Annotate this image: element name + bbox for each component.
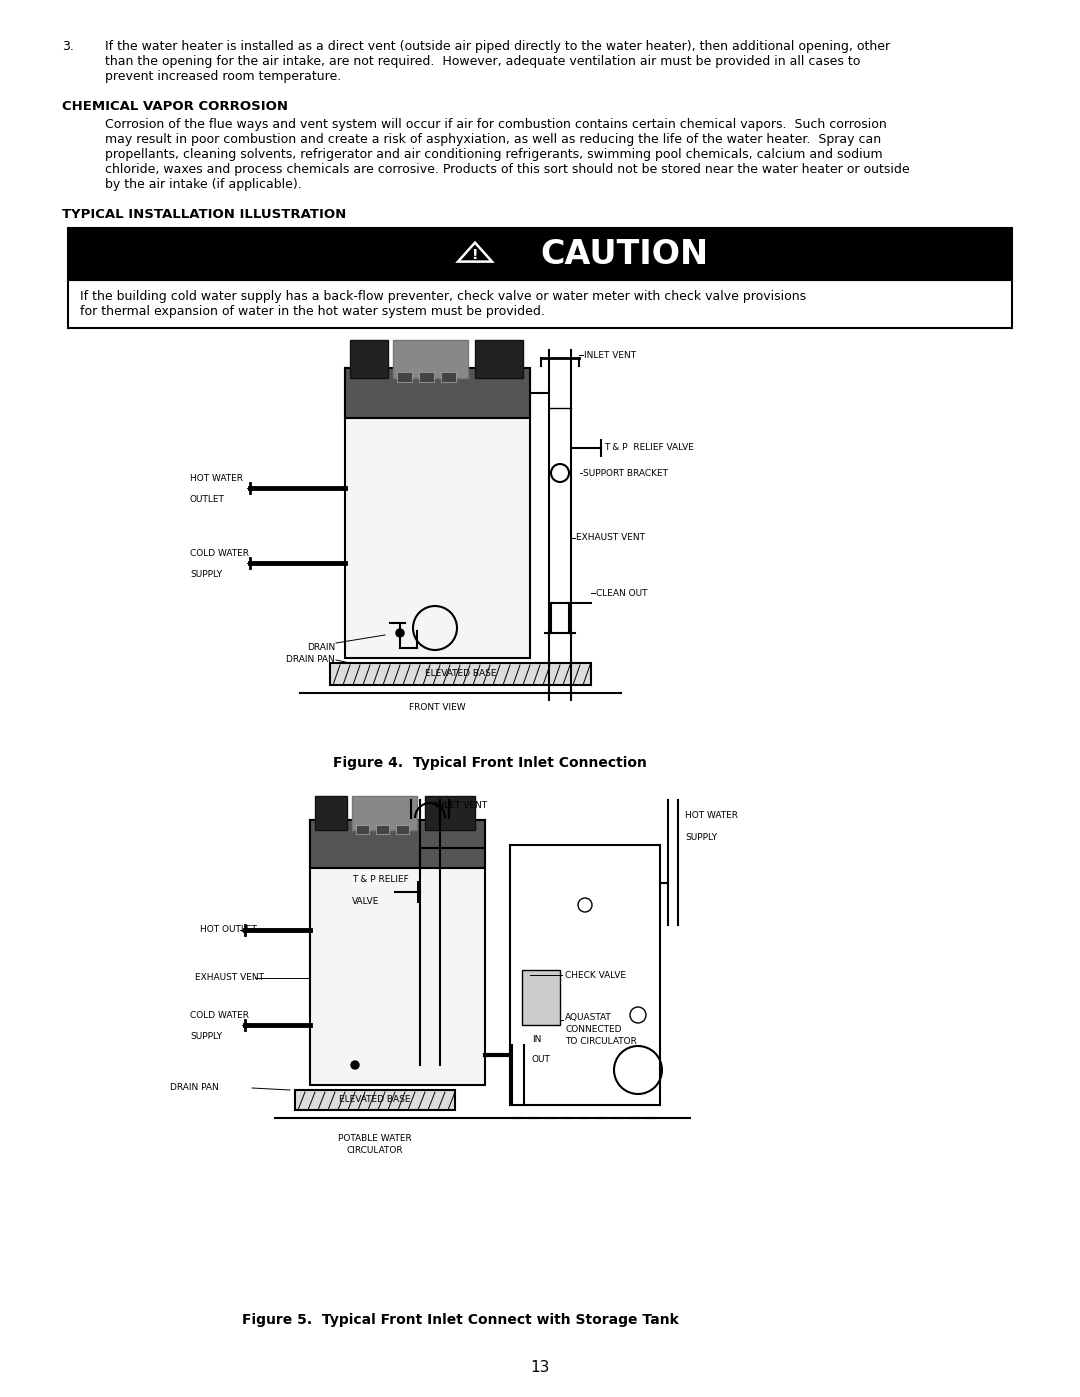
Text: ELEVATED BASE: ELEVATED BASE xyxy=(339,1095,410,1105)
Text: HOT WATER: HOT WATER xyxy=(190,474,243,483)
Bar xyxy=(356,826,369,834)
Text: prevent increased room temperature.: prevent increased room temperature. xyxy=(105,70,341,82)
Text: INLET VENT: INLET VENT xyxy=(435,800,487,809)
Text: SUPPLY: SUPPLY xyxy=(190,1032,222,1041)
Text: HOT OUTLET: HOT OUTLET xyxy=(200,925,257,935)
Text: INLET VENT: INLET VENT xyxy=(584,351,636,359)
Text: DRAIN PAN: DRAIN PAN xyxy=(170,1084,219,1092)
Text: AQUASTAT: AQUASTAT xyxy=(565,1013,611,1023)
Bar xyxy=(345,367,530,418)
Text: for thermal expansion of water in the hot water system must be provided.: for thermal expansion of water in the ho… xyxy=(80,305,545,319)
Circle shape xyxy=(396,629,404,637)
Text: Corrosion of the flue ways and vent system will occur if air for combustion cont: Corrosion of the flue ways and vent syst… xyxy=(105,117,887,131)
Bar xyxy=(315,796,347,830)
Text: EXHAUST VENT: EXHAUST VENT xyxy=(576,534,645,542)
Text: !: ! xyxy=(472,247,478,263)
Bar xyxy=(310,820,485,868)
Text: FRONT VIEW: FRONT VIEW xyxy=(409,703,465,711)
Text: OUTLET: OUTLET xyxy=(190,495,225,504)
Bar xyxy=(295,1090,455,1111)
Text: 3.: 3. xyxy=(62,41,73,53)
Bar xyxy=(68,228,1012,279)
Bar xyxy=(396,826,409,834)
Text: DRAIN PAN: DRAIN PAN xyxy=(286,655,335,665)
Text: T & P  RELIEF VALVE: T & P RELIEF VALVE xyxy=(604,443,693,453)
Text: by the air intake (if applicable).: by the air intake (if applicable). xyxy=(105,177,301,191)
Bar xyxy=(393,339,468,379)
Text: COLD WATER: COLD WATER xyxy=(190,549,249,557)
Text: may result in poor combustion and create a risk of asphyxiation, as well as redu: may result in poor combustion and create… xyxy=(105,133,881,147)
Text: VALVE: VALVE xyxy=(352,897,379,907)
Text: chloride, waxes and process chemicals are corrosive. Products of this sort shoul: chloride, waxes and process chemicals ar… xyxy=(105,163,909,176)
Text: TO CIRCULATOR: TO CIRCULATOR xyxy=(565,1037,637,1046)
Text: OUT: OUT xyxy=(532,1056,551,1065)
Bar xyxy=(330,664,591,685)
Bar xyxy=(426,796,475,830)
Text: TYPICAL INSTALLATION ILLUSTRATION: TYPICAL INSTALLATION ILLUSTRATION xyxy=(62,208,347,221)
Circle shape xyxy=(351,1060,359,1069)
Text: than the opening for the air intake, are not required.  However, adequate ventil: than the opening for the air intake, are… xyxy=(105,54,861,68)
Text: DRAIN: DRAIN xyxy=(307,644,335,652)
Bar xyxy=(397,372,411,381)
Bar xyxy=(376,826,389,834)
Text: If the water heater is installed as a direct vent (outside air piped directly to: If the water heater is installed as a di… xyxy=(105,41,890,53)
Text: T & P RELIEF: T & P RELIEF xyxy=(352,875,408,884)
Text: EXHAUST VENT: EXHAUST VENT xyxy=(195,974,264,982)
Bar xyxy=(310,820,485,1085)
Text: ELEVATED BASE: ELEVATED BASE xyxy=(424,669,496,679)
Text: POTABLE WATER: POTABLE WATER xyxy=(338,1134,411,1143)
Text: HOT WATER: HOT WATER xyxy=(685,812,738,820)
Bar xyxy=(522,970,561,1025)
Text: CHECK VALVE: CHECK VALVE xyxy=(565,971,626,979)
Text: Figure 4.  Typical Front Inlet Connection: Figure 4. Typical Front Inlet Connection xyxy=(333,756,647,770)
Text: SUPPLY: SUPPLY xyxy=(685,833,717,842)
Bar xyxy=(475,339,523,379)
Text: CLEAN OUT: CLEAN OUT xyxy=(596,588,648,598)
Bar xyxy=(352,796,417,830)
Bar xyxy=(345,367,530,658)
Text: COLD WATER: COLD WATER xyxy=(190,1011,249,1020)
Bar xyxy=(68,228,1012,279)
Bar xyxy=(419,372,434,381)
Bar xyxy=(510,845,660,1105)
Text: CAUTION: CAUTION xyxy=(540,237,708,271)
Text: IN: IN xyxy=(532,1035,541,1045)
Text: Figure 5.  Typical Front Inlet Connect with Storage Tank: Figure 5. Typical Front Inlet Connect wi… xyxy=(242,1313,678,1327)
Text: SUPPLY: SUPPLY xyxy=(190,570,222,578)
Text: 13: 13 xyxy=(530,1361,550,1376)
Bar xyxy=(441,372,456,381)
Bar xyxy=(350,339,388,379)
Text: If the building cold water supply has a back-flow preventer, check valve or wate: If the building cold water supply has a … xyxy=(80,291,806,303)
Bar xyxy=(68,279,1012,328)
Text: CHEMICAL VAPOR CORROSION: CHEMICAL VAPOR CORROSION xyxy=(62,101,288,113)
Text: CONNECTED: CONNECTED xyxy=(565,1025,621,1034)
Text: propellants, cleaning solvents, refrigerator and air conditioning refrigerants, : propellants, cleaning solvents, refriger… xyxy=(105,148,882,161)
Text: SUPPORT BRACKET: SUPPORT BRACKET xyxy=(583,468,669,478)
Text: CIRCULATOR: CIRCULATOR xyxy=(347,1146,403,1155)
